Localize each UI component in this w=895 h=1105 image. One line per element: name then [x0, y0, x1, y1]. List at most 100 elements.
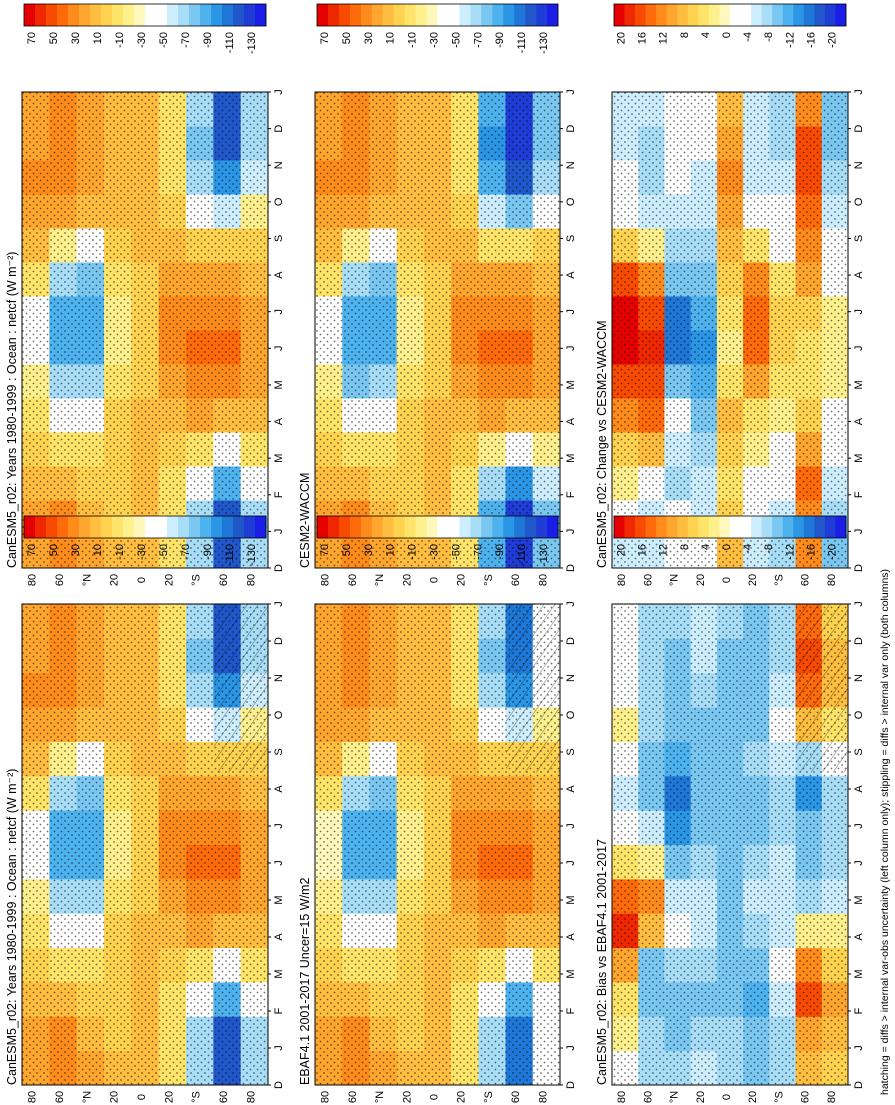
- latitude-tick-label: 60: [54, 1091, 66, 1103]
- colorbar-swatch: [90, 516, 102, 538]
- month-tick-label: M: [565, 895, 577, 904]
- colorbar-label: 10: [385, 544, 397, 556]
- colorbar-swatch: [222, 4, 234, 26]
- month-tick-label: S: [565, 235, 577, 242]
- colorbar-label: -12: [784, 544, 796, 560]
- panel-frame: [314, 91, 561, 569]
- month-tick-label: J: [853, 1045, 865, 1051]
- latitude-tick-label: 0: [429, 1094, 441, 1100]
- panel-frame: [21, 91, 269, 569]
- month-tick-label: F: [853, 491, 865, 498]
- colorbar-swatch: [404, 4, 416, 26]
- colorbar-main: 70 50 30 10 -10 -30 -50 -70 -90 -110 -130: [23, 3, 267, 54]
- latitude-tick-label: 20: [401, 1091, 413, 1103]
- colorbar-label: 10: [92, 544, 104, 556]
- latitude-tick-label: 80: [245, 1091, 257, 1103]
- colorbar-swatch: [46, 4, 58, 26]
- latitude-tick-label: °N: [374, 1091, 386, 1103]
- month-tick-label: D: [565, 564, 577, 572]
- colorbar-swatch: [481, 4, 493, 26]
- month-tick-label: J: [565, 601, 577, 607]
- latitude-tick-label: 20: [109, 574, 121, 586]
- month-tick-label: D: [565, 125, 577, 133]
- colorbar-swatch: [730, 516, 741, 538]
- colorbar-label: 30: [363, 32, 375, 44]
- colorbar-label: 20: [616, 544, 628, 556]
- month-tick-label: D: [853, 637, 865, 645]
- colorbar-swatch: [470, 4, 482, 26]
- colorbar-swatch: [24, 516, 36, 538]
- month-tick-label: J: [853, 309, 865, 315]
- month-tick-label: J: [565, 89, 577, 95]
- month-tick-label: D: [273, 637, 285, 645]
- colorbar-swatch: [255, 516, 267, 538]
- panel-frame: [611, 91, 849, 569]
- colorbar-swatch: [255, 4, 267, 26]
- colorbar-swatch: [793, 4, 805, 26]
- month-tick-label: S: [565, 748, 577, 755]
- month-tick-label: A: [565, 417, 577, 425]
- latitude-tick-label: 60: [642, 1091, 654, 1103]
- colorbar-swatch: [782, 516, 794, 538]
- month-tick-label: J: [273, 309, 285, 315]
- colorbar-label: -50: [158, 544, 170, 560]
- colorbar-swatch: [327, 4, 340, 26]
- colorbar-swatch: [772, 4, 784, 26]
- colorbar-swatch: [57, 516, 69, 538]
- latitude-tick-label: 20: [109, 1091, 121, 1103]
- colorbar-label: -50: [450, 544, 462, 560]
- stippling-overlay: [315, 92, 560, 568]
- colorbar-label: -130: [538, 32, 550, 54]
- latitude-tick-label: 20: [695, 574, 707, 586]
- colorbar-swatch: [470, 516, 482, 538]
- month-tick-label: A: [565, 271, 577, 279]
- colorbar-swatch: [437, 4, 449, 26]
- colorbar-label: 70: [319, 32, 331, 44]
- colorbar-frame: [316, 515, 559, 539]
- month-tick-label: M: [565, 380, 577, 389]
- colorbar-swatch: [382, 516, 394, 538]
- latitude-tick-label: 20: [456, 574, 468, 586]
- colorbar-swatch: [645, 4, 657, 26]
- latitude-tick-label: °N: [669, 574, 681, 586]
- colorbar-label: -4: [742, 544, 754, 554]
- colorbar-swatch: [57, 4, 69, 26]
- colorbar-swatch: [793, 516, 805, 538]
- month-tick-label: N: [565, 161, 577, 169]
- colorbar-label: -30: [429, 32, 441, 48]
- colorbar-swatch: [761, 516, 773, 538]
- colorbar-frame: [23, 515, 267, 539]
- colorbar-swatch: [145, 4, 157, 26]
- colorbar-swatch: [415, 516, 427, 538]
- colorbar-swatch: [371, 4, 384, 26]
- colorbar-swatch: [719, 516, 731, 538]
- month-tick-label: J: [565, 346, 577, 352]
- colorbar-label: -30: [136, 544, 148, 560]
- colorbar-swatch: [178, 516, 190, 538]
- colorbar-label: -20: [826, 544, 838, 560]
- colorbar-swatch: [448, 4, 460, 26]
- colorbar-swatch: [536, 4, 548, 26]
- colorbar-swatch: [233, 4, 245, 26]
- colorbar-label: -90: [202, 544, 214, 560]
- latitude-tick-label: 80: [320, 574, 332, 586]
- latitude-tick-label: 80: [826, 574, 838, 586]
- colorbar-frame: [316, 3, 559, 27]
- panel-title: CanESM5_r02: Years 1980-1999 : Ocean : n…: [5, 252, 19, 568]
- colorbar-swatch: [437, 516, 449, 538]
- latitude-tick-label: 60: [218, 574, 230, 586]
- month-tick-label: O: [273, 710, 285, 719]
- month-tick-label: M: [565, 454, 577, 463]
- latitude-tick-label: °S: [191, 1091, 203, 1103]
- colorbar-label: -130: [246, 544, 258, 566]
- colorbar-label: 70: [26, 32, 38, 44]
- latitude-tick-label: 60: [510, 574, 522, 586]
- colorbar-swatch: [525, 516, 537, 538]
- colorbar-label: -8: [763, 544, 775, 554]
- colorbar-label: 70: [319, 544, 331, 556]
- colorbar-swatch: [547, 516, 559, 538]
- month-tick-label: O: [853, 197, 865, 206]
- colorbar-frame: [23, 3, 267, 27]
- colorbar-swatch: [730, 4, 741, 26]
